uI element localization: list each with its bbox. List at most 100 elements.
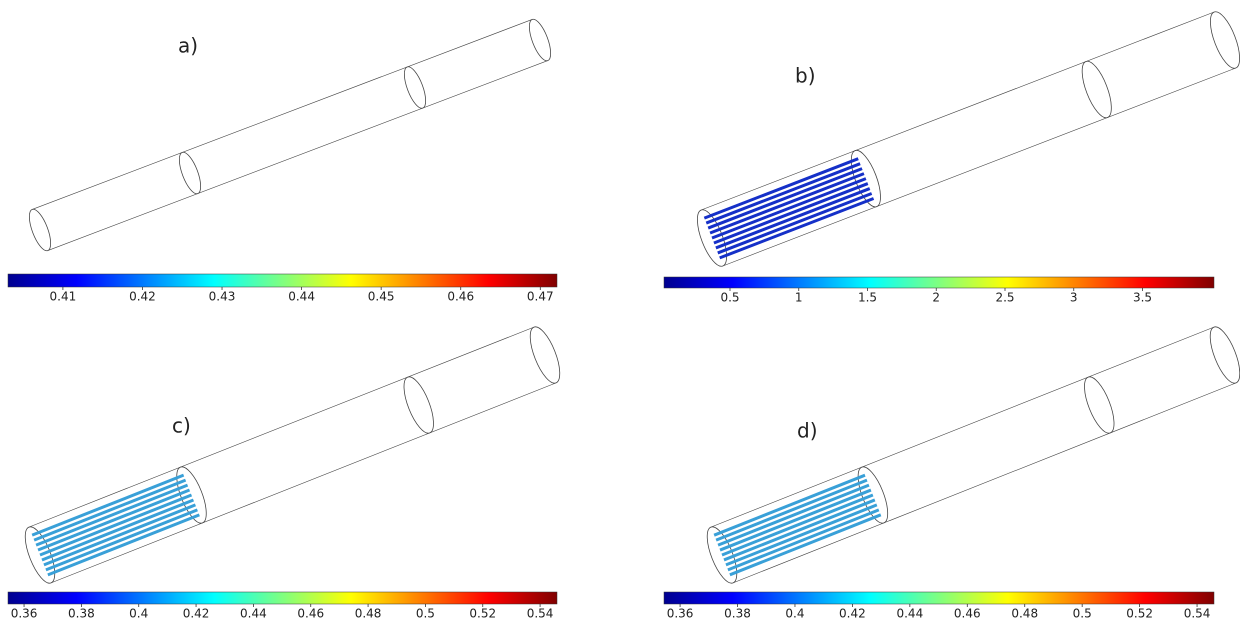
- streamline: [46, 510, 197, 570]
- streamline: [864, 382, 1108, 518]
- streamline: [182, 382, 427, 518]
- streamline: [864, 382, 1109, 518]
- streamline: [714, 184, 868, 243]
- streamline: [856, 64, 1097, 179]
- streamline: [863, 381, 1108, 518]
- colorbar-tick-label: 2: [932, 291, 940, 305]
- streamline: [410, 28, 535, 76]
- tube-section: [1204, 323, 1240, 387]
- streamline: [862, 80, 1105, 201]
- streamline-plot: [25, 17, 555, 254]
- streamline: [48, 515, 200, 575]
- streamline: [1089, 20, 1230, 101]
- tube-edge: [711, 327, 1214, 527]
- streamline: [420, 52, 545, 100]
- streamline: [1091, 25, 1228, 98]
- streamline: [40, 495, 192, 555]
- streamline: [416, 349, 549, 415]
- streamline: [1094, 34, 1228, 99]
- panel-label: b): [795, 64, 816, 88]
- colorbar-tick-label: 0.38: [724, 607, 751, 621]
- tube-edge: [701, 12, 1214, 210]
- streamline: [182, 381, 428, 518]
- streamline: [865, 86, 1105, 198]
- streamline: [716, 480, 867, 540]
- streamline: [714, 475, 865, 535]
- colorbar-tick-label: 0.44: [896, 607, 923, 621]
- streamline: [188, 83, 413, 169]
- tube-section: [398, 373, 440, 437]
- streamline: [182, 381, 428, 518]
- streamline: [864, 382, 1109, 518]
- streamline: [1099, 355, 1225, 405]
- colorbar-tick-label: 1.5: [858, 291, 877, 305]
- colorbar-tick-label: 0.54: [527, 607, 554, 621]
- streamline: [414, 343, 553, 425]
- colorbar-tick-label: 0.46: [954, 607, 981, 621]
- streamline: [864, 381, 1109, 518]
- tube-section: [1204, 8, 1240, 72]
- streamline: [1095, 343, 1233, 425]
- colorbar-tick-label: 0.54: [1184, 607, 1211, 621]
- colorbar: [664, 277, 1214, 288]
- streamline: [38, 490, 190, 550]
- streamline: [183, 383, 428, 517]
- streamline: [34, 480, 186, 540]
- streamline: [853, 57, 1096, 178]
- tube-edge: [29, 327, 534, 527]
- tube-edge: [51, 383, 556, 583]
- streamline: [853, 56, 1094, 172]
- streamline: [856, 65, 1101, 190]
- streamline: [192, 92, 417, 178]
- streamline: [1093, 340, 1228, 414]
- colorbar-tick-label: 0.42: [183, 607, 210, 621]
- streamline-plot: [701, 323, 1240, 587]
- tube-edge: [733, 383, 1236, 583]
- streamline: [413, 340, 549, 414]
- streamline: [864, 382, 1109, 518]
- streamline: [863, 381, 1108, 518]
- streamline: [1093, 31, 1230, 104]
- colorbar: [8, 592, 557, 604]
- tube-section: [524, 323, 566, 387]
- streamline: [720, 490, 871, 550]
- streamline: [712, 179, 866, 238]
- streamline: [864, 382, 1109, 518]
- colorbar-tick-label: 0.45: [368, 290, 395, 304]
- colorbar-tick-label: 0.5: [416, 607, 435, 621]
- streamline: [419, 355, 545, 405]
- streamline: [728, 510, 879, 570]
- streamline: [864, 383, 1108, 517]
- streamline: [418, 352, 547, 410]
- colorbar-tick-label: 0.38: [68, 607, 95, 621]
- colorbar-tick-label: 2.5: [995, 291, 1014, 305]
- colorbar-tick-label: 0.42: [129, 290, 156, 304]
- streamline: [856, 63, 1101, 188]
- streamline: [863, 381, 1108, 518]
- colorbar-tick-label: 0.48: [355, 607, 382, 621]
- streamline: [182, 382, 428, 518]
- streamline: [864, 381, 1109, 518]
- streamline: [857, 65, 1101, 189]
- streamline: [195, 100, 420, 186]
- streamline: [864, 382, 1109, 519]
- colorbar-tick-label: 0.46: [447, 290, 474, 304]
- colorbar-tick-label: 0.36: [667, 607, 694, 621]
- streamline: [417, 44, 542, 92]
- tube-section: [25, 207, 55, 254]
- streamline: [858, 70, 1099, 186]
- streamline: [864, 382, 1108, 518]
- streamline: [182, 381, 428, 518]
- streamline: [1093, 30, 1227, 95]
- colorbar-tick-label: 0.44: [288, 290, 315, 304]
- streamline: [1091, 335, 1229, 417]
- colorbar-tick-label: 0.48: [1011, 607, 1038, 621]
- streamline: [856, 65, 1100, 189]
- streamline: [183, 383, 428, 517]
- colorbar: [664, 592, 1214, 604]
- streamline: [1092, 28, 1233, 109]
- streamline: [866, 90, 1110, 213]
- streamline: [182, 382, 428, 518]
- streamline: [864, 382, 1109, 518]
- streamline: [1096, 346, 1231, 420]
